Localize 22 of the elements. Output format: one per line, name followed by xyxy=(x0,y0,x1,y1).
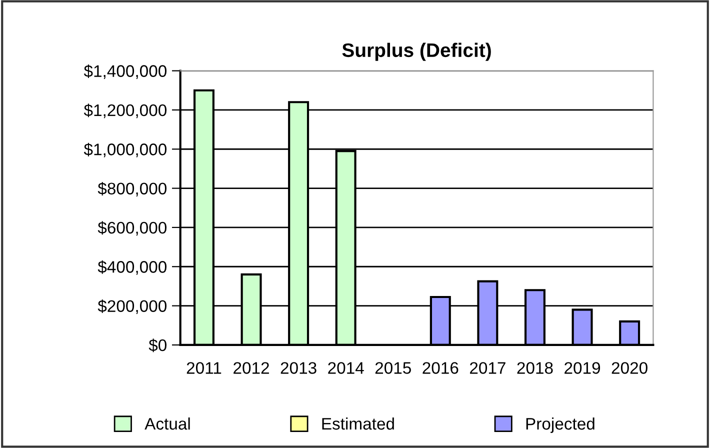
x-tick-label: 2016 xyxy=(422,362,458,374)
y-tick-label: $1,200,000 xyxy=(84,104,166,118)
y-tick-label: $1,000,000 xyxy=(84,142,166,158)
x-tick-label: 2015 xyxy=(375,362,411,374)
y-tick-label: $800,000 xyxy=(98,182,166,196)
y-tick-label: $600,000 xyxy=(98,221,166,236)
x-tick-label: 2014 xyxy=(328,362,364,374)
y-tick-label: $1,400,000 xyxy=(84,64,166,79)
x-tick-label: 2017 xyxy=(470,362,506,374)
y-tick-label: $0 xyxy=(148,338,166,352)
y-tick-label: $400,000 xyxy=(98,260,166,275)
legend-label: Estimated xyxy=(322,417,394,430)
legend-label: Projected xyxy=(526,417,594,433)
y-tick-label: $200,000 xyxy=(98,299,166,314)
x-tick-label: 2011 xyxy=(186,362,222,374)
x-tick-label: 2013 xyxy=(280,362,316,374)
x-tick-label: 2019 xyxy=(564,362,600,374)
chart-title: Surplus (Deficit) xyxy=(342,42,491,61)
x-tick-label: 2018 xyxy=(517,362,553,374)
x-tick-label: 2020 xyxy=(612,362,648,374)
x-tick-label: 2012 xyxy=(234,362,269,374)
legend-label: Actual xyxy=(144,417,190,430)
